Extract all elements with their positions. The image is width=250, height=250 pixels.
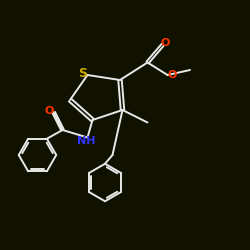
Text: NH: NH <box>77 136 96 146</box>
Text: S: S <box>78 67 88 80</box>
Text: O: O <box>160 38 170 48</box>
Text: O: O <box>44 106 54 116</box>
Text: O: O <box>168 70 177 80</box>
